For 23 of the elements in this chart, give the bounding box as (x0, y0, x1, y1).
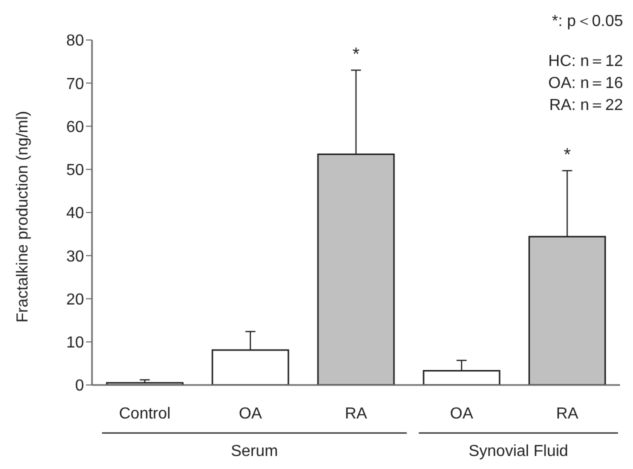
y-tick-label: 0 (75, 378, 84, 395)
x-tick-label: RA (556, 405, 579, 422)
y-tick-label: 80 (66, 32, 84, 50)
y-axis-title: Fractalkine production (ng/ml) (14, 110, 32, 322)
y-tick-label: 20 (66, 291, 84, 308)
y-tick-label: 60 (66, 118, 84, 136)
annotation: HC: n＝12 (548, 53, 624, 70)
x-tick-label: OA (238, 405, 262, 422)
text: Serum (230, 443, 278, 460)
y-tick-label: 50 (66, 162, 84, 180)
annotation: RA: n＝22 (549, 97, 624, 114)
text: *: p＜0.05 (552, 13, 624, 30)
x-tick-label: RA (344, 405, 368, 422)
annotation: * (564, 144, 571, 165)
text: Synovial Fluid (468, 443, 568, 460)
y-tick-label: 30 (66, 248, 84, 266)
y-tick-label: 40 (66, 205, 84, 222)
x-tick-label: OA (450, 405, 474, 422)
x-tick-label: Control (119, 405, 171, 422)
annotation: * (352, 44, 360, 64)
annotation: OA: n＝16 (548, 75, 624, 92)
y-tick-label: 10 (66, 334, 84, 352)
y-tick-label: 70 (66, 76, 84, 93)
